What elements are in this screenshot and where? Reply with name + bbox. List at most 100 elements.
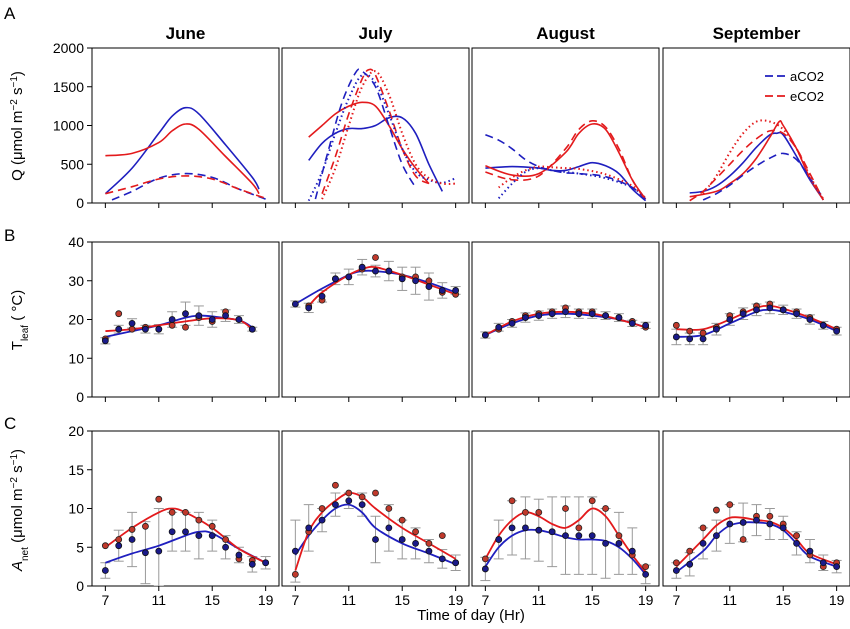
point-eCO2 <box>182 508 189 516</box>
point-aCO2 <box>452 287 460 294</box>
point-aCO2 <box>481 565 489 573</box>
x-tick-label-19: 19 <box>258 592 274 608</box>
point-eCO2 <box>155 495 163 503</box>
panel-frame <box>471 241 660 398</box>
point-aCO2 <box>753 306 760 314</box>
series-line-eCO2-solid <box>689 119 824 201</box>
panel-C-july: 7 11 15 19 <box>281 430 470 608</box>
point-eCO2 <box>642 563 650 571</box>
point-aCO2 <box>522 524 529 532</box>
x-tick-label-15: 15 <box>584 592 600 608</box>
point-aCO2 <box>332 275 339 283</box>
series-line-eCO2-solid <box>485 123 647 200</box>
point-aCO2 <box>115 542 123 550</box>
point-aCO2 <box>291 300 299 308</box>
point-aCO2 <box>562 532 569 540</box>
point-eCO2 <box>699 329 707 337</box>
point-eCO2 <box>332 481 339 489</box>
point-eCO2 <box>726 501 734 509</box>
x-tick-label-11: 11 <box>152 592 167 608</box>
fit-line-eCO2 <box>104 507 267 564</box>
fit-line-eCO2 <box>308 265 456 307</box>
point-aCO2 <box>495 323 503 331</box>
series-line-eCO2-solid <box>105 123 260 195</box>
x-tick-label-15: 15 <box>204 592 220 608</box>
point-aCO2 <box>508 319 516 327</box>
panel-A-august <box>471 47 660 208</box>
plot-area <box>307 68 456 202</box>
series-line-aCO2-dashed <box>314 68 417 200</box>
point-aCO2 <box>522 314 529 321</box>
point-aCO2 <box>615 539 623 547</box>
point-eCO2 <box>128 526 136 533</box>
point-aCO2 <box>412 277 419 285</box>
point-eCO2 <box>602 505 609 512</box>
plot-area <box>480 304 651 339</box>
point-aCO2 <box>128 319 136 327</box>
x-tick-label-7: 7 <box>291 592 299 608</box>
point-aCO2 <box>628 319 636 327</box>
point-aCO2 <box>332 501 339 509</box>
point-aCO2 <box>793 539 800 547</box>
panel-A-july <box>281 47 470 208</box>
x-tick-label-11: 11 <box>342 592 357 608</box>
point-aCO2 <box>398 536 406 543</box>
panel-frame <box>281 47 470 204</box>
point-aCO2 <box>588 310 596 318</box>
point-aCO2 <box>602 539 609 547</box>
point-aCO2 <box>385 524 393 532</box>
point-aCO2 <box>208 316 216 323</box>
axis-label-part: net <box>20 547 31 561</box>
y-tick-label-10: 10 <box>68 350 84 366</box>
point-aCO2 <box>806 547 814 555</box>
axis-label-part: s <box>9 88 26 100</box>
axis-label-part: (μmol m <box>9 488 26 547</box>
point-aCO2 <box>699 335 707 343</box>
point-aCO2 <box>672 333 680 341</box>
point-aCO2 <box>779 524 787 532</box>
series-line-aCO2-solid <box>485 161 647 202</box>
point-aCO2 <box>155 325 163 333</box>
point-aCO2 <box>642 570 650 578</box>
month-title-august: August <box>536 24 595 43</box>
point-aCO2 <box>535 312 543 320</box>
panel-B-september <box>662 241 850 402</box>
point-aCO2 <box>235 316 243 323</box>
point-aCO2 <box>602 312 609 320</box>
point-aCO2 <box>672 567 680 574</box>
point-aCO2 <box>291 547 299 555</box>
point-eCO2 <box>615 532 623 540</box>
point-aCO2 <box>615 314 623 321</box>
point-aCO2 <box>779 306 787 314</box>
series-line-eCO2-dotted <box>702 119 825 200</box>
point-eCO2 <box>182 323 189 331</box>
point-aCO2 <box>686 560 694 568</box>
point-eCO2 <box>713 506 720 514</box>
point-aCO2 <box>438 555 446 563</box>
panel-C-august: 7 11 15 19 <box>471 430 660 608</box>
point-aCO2 <box>222 543 229 551</box>
y-tick-label-0: 0 <box>76 578 84 594</box>
y-tick-label-0: 0 <box>76 389 84 405</box>
point-eCO2 <box>508 497 516 505</box>
point-aCO2 <box>508 524 516 532</box>
y-tick-label-20: 20 <box>68 312 84 328</box>
point-aCO2 <box>819 559 827 567</box>
month-title-july: July <box>358 24 393 43</box>
point-aCO2 <box>766 520 774 528</box>
panel-frame <box>471 430 660 587</box>
y-tick-label-15: 15 <box>68 462 84 478</box>
axis-label-part: −1 <box>9 454 20 466</box>
point-aCO2 <box>248 325 256 333</box>
point-aCO2 <box>425 547 433 555</box>
point-aCO2 <box>548 528 556 536</box>
point-eCO2 <box>562 505 569 512</box>
axis-label-part: ) <box>9 449 26 454</box>
point-eCO2 <box>222 536 229 543</box>
series-line-aCO2-solid <box>308 115 444 192</box>
ylabel-Tleaf: Tleaf ( °C) <box>9 290 31 350</box>
point-aCO2 <box>101 567 109 574</box>
point-aCO2 <box>385 267 393 275</box>
plot-area <box>485 119 647 202</box>
